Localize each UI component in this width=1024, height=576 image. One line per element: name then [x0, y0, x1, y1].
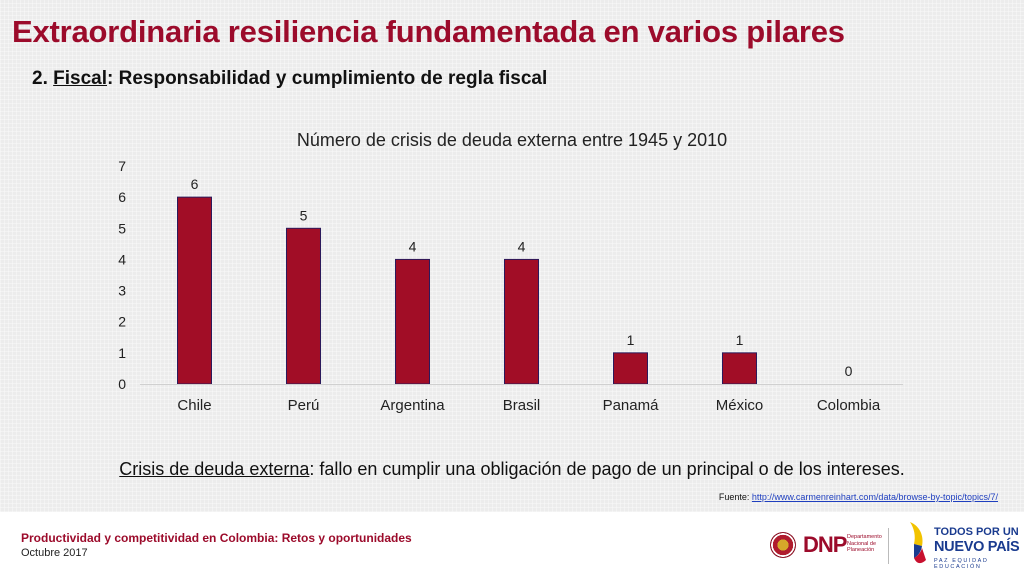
y-tick-label: 0: [118, 376, 126, 392]
bar-panamá: [613, 352, 648, 385]
subtitle-keyword: Fiscal: [53, 68, 107, 89]
bar-chile: [177, 196, 212, 385]
y-tick-label: 2: [118, 314, 126, 330]
data-label: 4: [518, 238, 526, 254]
footer: Productividad y competitividad en Colomb…: [0, 512, 1024, 576]
footer-title: Productividad y competitividad en Colomb…: [21, 531, 412, 545]
definition-term: Crisis de deuda externa: [119, 459, 310, 479]
subtitle-prefix: 2.: [32, 68, 54, 89]
slide-title: Extraordinaria resiliencia fundamentada …: [12, 14, 845, 49]
dnp-logo-text: DNP: [803, 532, 847, 557]
data-label: 5: [300, 207, 308, 223]
nuevo-pais-line2: NUEVO PAÍS: [934, 539, 1020, 555]
nuevo-pais-mark-icon: [910, 522, 926, 564]
nuevo-pais-line3: PAZ EQUIDAD EDUCACIÓN: [934, 558, 989, 570]
bar-brasil: [504, 258, 539, 385]
bars-group: 6 5 4 4 1 1 0: [177, 176, 853, 385]
dnp-logo: DNP Departamento Nacional de Planeación: [770, 530, 890, 562]
x-tick-label: Argentina: [380, 397, 445, 414]
x-tick-label: Perú: [288, 397, 320, 414]
x-tick-label: Brasil: [503, 397, 541, 414]
subtitle-rest: : Responsabilidad y cumplimiento de regl…: [107, 68, 548, 89]
debt-crisis-bar-chart: Número de crisis de deuda externa entre …: [118, 130, 903, 414]
source-label: Fuente:: [718, 492, 752, 502]
x-axis: Chile Perú Argentina Brasil Panamá México Colo…: [140, 384, 903, 414]
chart-title: Número de crisis de deuda externa entre …: [297, 130, 727, 150]
data-label: 1: [736, 332, 744, 348]
colombia-seal-icon: [770, 532, 796, 558]
dnp-logo-subtext: Departamento Nacional de Planeación: [847, 534, 882, 553]
y-tick-label: 1: [118, 345, 126, 361]
footer-date: Octubre 2017: [21, 547, 88, 559]
y-tick-label: 3: [118, 283, 126, 299]
y-axis: 0 1 2 3 4 5 6 7: [118, 158, 126, 392]
definition-note: Crisis de deuda externa: fallo en cumpli…: [0, 459, 1024, 480]
logo-divider: [888, 528, 889, 564]
bar-perú: [286, 227, 321, 385]
nuevo-pais-logo: TODOS POR UN NUEVO PAÍS PAZ EQUIDAD EDUC…: [902, 518, 1020, 574]
y-tick-label: 6: [118, 189, 126, 205]
y-tick-label: 5: [118, 220, 126, 236]
data-label: 1: [627, 332, 635, 348]
data-label: 6: [191, 176, 199, 192]
slide-subtitle: 2. Fiscal: Responsabilidad y cumplimient…: [32, 68, 547, 90]
bar-méxico: [722, 352, 757, 385]
data-label: 0: [845, 363, 853, 379]
x-tick-label: Chile: [177, 397, 211, 414]
source-note: Fuente: http://www.carmenreinhart.com/da…: [719, 492, 998, 502]
data-label: 4: [409, 238, 417, 254]
nuevo-pais-line1: TODOS POR UN: [934, 526, 1019, 538]
x-tick-label: Colombia: [817, 397, 881, 414]
definition-text: : fallo en cumplir una obligación de pag…: [309, 459, 905, 479]
source-link[interactable]: http://www.carmenreinhart.com/data/brows…: [751, 492, 998, 502]
y-tick-label: 7: [118, 158, 126, 174]
y-tick-label: 4: [118, 251, 126, 267]
x-tick-label: México: [716, 397, 764, 414]
bar-argentina: [395, 258, 430, 385]
x-tick-label: Panamá: [603, 397, 660, 414]
